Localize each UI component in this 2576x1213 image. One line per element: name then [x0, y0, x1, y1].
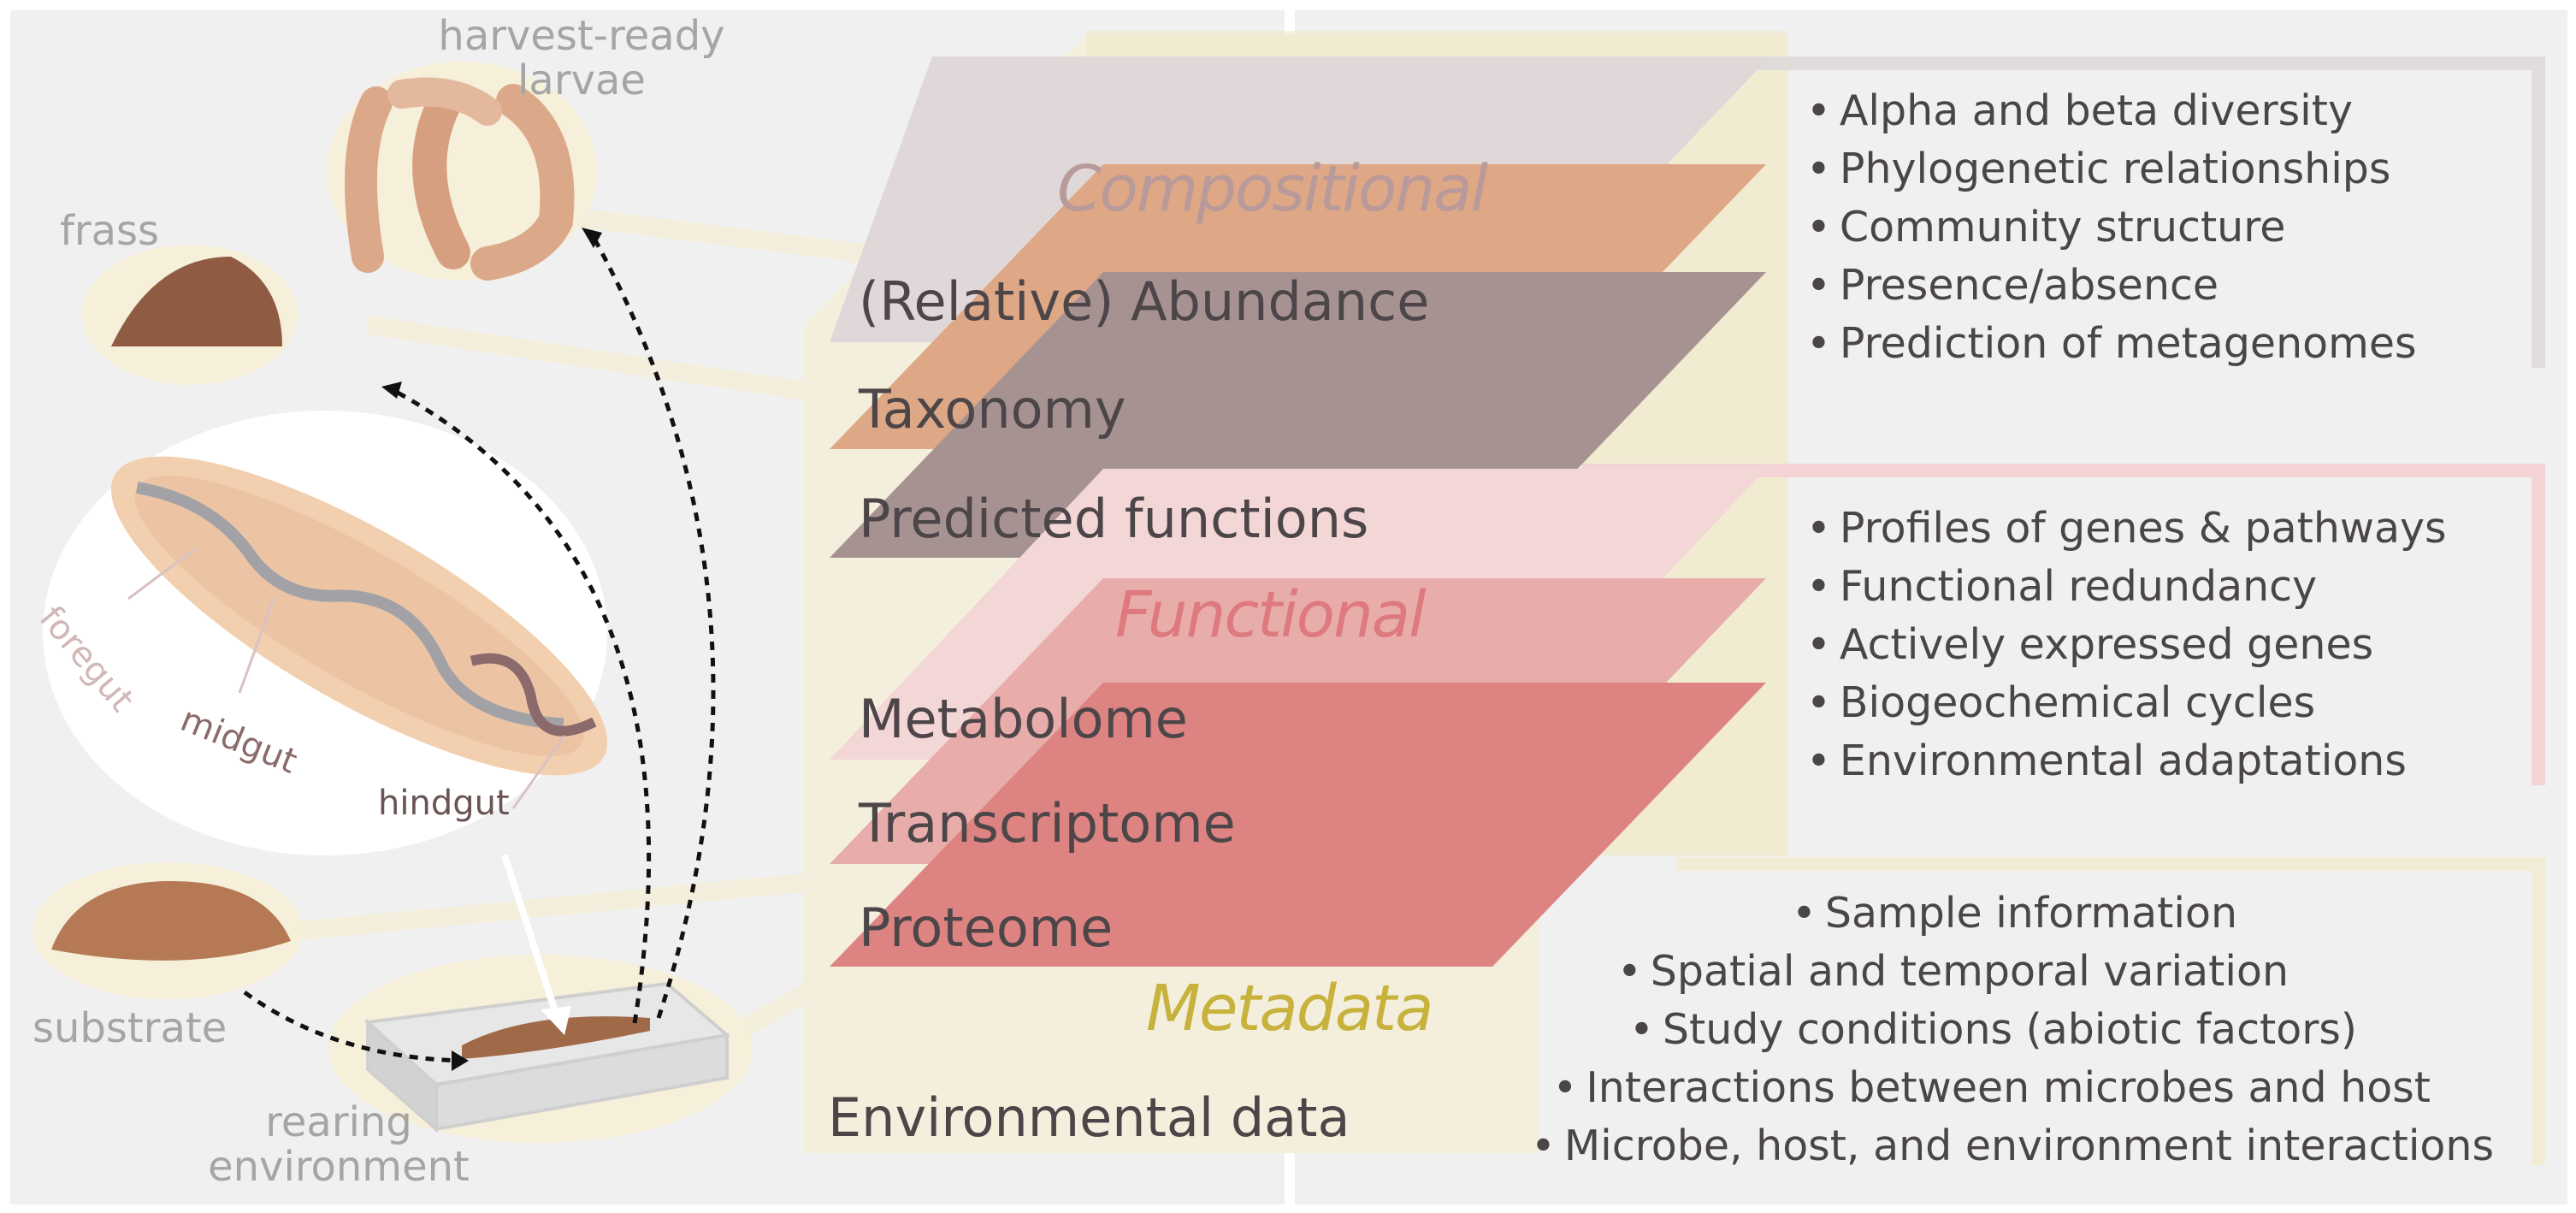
functional-category-label: Functional	[1115, 578, 1427, 652]
arrowhead-larvae	[582, 228, 602, 248]
white-arrow	[501, 854, 559, 1015]
compositional-point: Phylogenetic relationships	[1806, 140, 2417, 198]
connector-substrate	[281, 872, 823, 942]
dashed-arrow-larvae	[588, 229, 716, 1019]
layer-predicted-functions-label: Predicted functions	[859, 488, 1369, 550]
frass-pile-icon	[111, 257, 282, 346]
metadata-bracket	[1676, 857, 2545, 1165]
metadata-point: Sample information	[1531, 885, 2494, 943]
hindgut-leader	[511, 735, 566, 809]
rearing-environment-label: rearing environment	[208, 1098, 470, 1191]
larvae-icon	[345, 77, 575, 281]
harvest-ready-larvae-label: harvest-ready larvae	[438, 12, 725, 104]
layer-proteome-label: Proteome	[859, 896, 1114, 959]
substrate-label: substrate	[32, 1004, 227, 1052]
hindgut-label: hindgut	[378, 784, 510, 823]
midgut-leader	[238, 598, 275, 694]
layer-environmental-data-label: Environmental data	[828, 1086, 1350, 1149]
compositional-point: Presence/absence	[1806, 257, 2417, 315]
compositional-points-list: Alpha and beta diversity Phylogenetic re…	[1806, 82, 2417, 373]
metadata-point: Interactions between microbes and host	[1531, 1059, 2494, 1117]
compositional-point: Prediction of metagenomes	[1806, 315, 2417, 373]
dashed-arrow-frass	[385, 384, 652, 1024]
dashed-arrow-substrate	[243, 990, 463, 1063]
larva-body-icon	[110, 456, 608, 776]
metadata-points-list: Sample information Spatial and temporal …	[1531, 885, 2494, 1175]
functional-bracket	[1582, 464, 2545, 785]
metadata-point: Microbe, host, and environment interacti…	[1531, 1117, 2494, 1175]
functional-point: Biogeochemical cycles	[1806, 674, 2447, 732]
metadata-point: Spatial and temporal variation	[1531, 943, 2494, 1001]
functional-point: Environmental adaptations	[1806, 732, 2447, 790]
compositional-point: Alpha and beta diversity	[1806, 82, 2417, 140]
connector-larvae	[546, 204, 891, 266]
arrowhead-frass	[381, 382, 402, 399]
compositional-point: Community structure	[1806, 198, 2417, 257]
frass-label: frass	[60, 207, 160, 255]
functional-point: Functional redundancy	[1806, 558, 2447, 616]
foregut-leader	[127, 546, 198, 601]
compositional-category-label: Compositional	[1057, 152, 1488, 226]
functional-points-list: Profiles of genes & pathways Functional …	[1806, 500, 2447, 790]
layer-metabolome-label: Metabolome	[859, 688, 1188, 750]
layer-transcriptome-label: Transcriptome	[859, 792, 1236, 855]
metadata-category-label: Metadata	[1146, 972, 1433, 1045]
layer-abundance-label: (Relative) Abundance	[859, 270, 1430, 333]
substrate-pile-icon	[51, 881, 291, 961]
arrowhead-substrate	[452, 1050, 469, 1071]
white-arrowhead	[541, 1006, 571, 1035]
metadata-point: Study conditions (abiotic factors)	[1531, 1001, 2494, 1059]
connector-frass	[366, 316, 823, 403]
functional-point: Actively expressed genes	[1806, 616, 2447, 674]
functional-point: Profiles of genes & pathways	[1806, 500, 2447, 558]
layer-taxonomy-label: Taxonomy	[859, 378, 1126, 441]
